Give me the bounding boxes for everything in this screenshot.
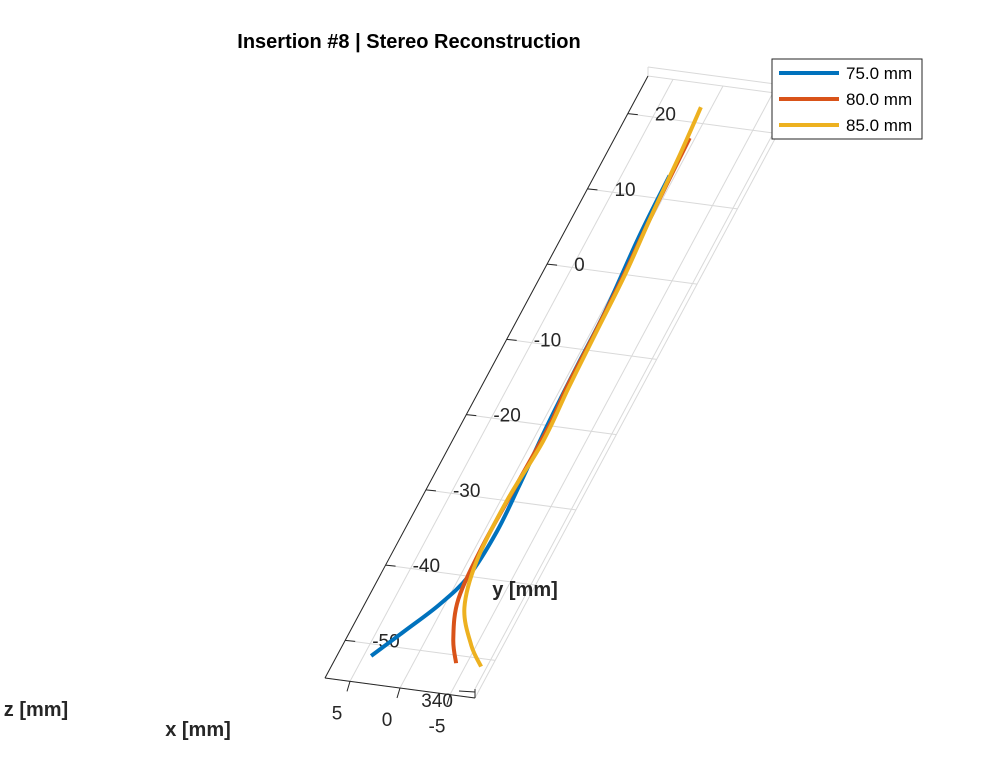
legend-label-2[interactable]: 80.0 mm (846, 90, 912, 109)
x-tick-mark (396, 687, 401, 699)
x-tick-label: 0 (382, 710, 393, 731)
z-axis-label: z [mm] (4, 699, 68, 721)
data-lines (369, 106, 703, 668)
series-line-3 (462, 106, 703, 668)
x-tick-label: -5 (429, 717, 446, 738)
y-tick-mark (466, 414, 477, 417)
y-tick-label: 20 (655, 105, 676, 126)
x-axis-label: x [mm] (165, 719, 231, 741)
y-tick-label: -30 (453, 481, 480, 502)
y-tick-mark (385, 564, 396, 567)
grid-line-x (399, 85, 724, 689)
y-tick-mark (345, 639, 356, 642)
x-tick-mark (446, 694, 451, 705)
y-tick-label: 0 (574, 255, 585, 276)
chart-title: Insertion #8 | Stereo Reconstruction (237, 31, 580, 53)
grid-line-x (449, 92, 774, 695)
y-tick-label: 10 (614, 180, 635, 201)
series-line-2 (451, 137, 692, 664)
z-tick-label: 340 (421, 691, 453, 712)
y-tick-mark (506, 338, 517, 341)
legend-label-3[interactable]: 85.0 mm (846, 116, 912, 135)
box-edge (474, 86, 799, 690)
y-tick-label: -20 (493, 406, 520, 427)
y-axis-line (324, 75, 649, 679)
y-axis-label: y [mm] (492, 579, 558, 601)
y-tick-mark (627, 113, 638, 116)
y-tick-label: -50 (372, 631, 399, 652)
grid-line-x (349, 79, 674, 682)
y-tick-label: -40 (413, 556, 440, 577)
y-tick-label: -10 (534, 330, 561, 351)
legend[interactable]: 75.0 mm 80.0 mm 85.0 mm (771, 58, 923, 140)
y-tick-mark (547, 263, 558, 266)
z-tick-mark (458, 690, 476, 693)
x-tick-label: 5 (332, 703, 343, 724)
axes-grid (324, 66, 799, 699)
legend-label-1[interactable]: 75.0 mm (846, 64, 912, 83)
y-tick-mark (425, 489, 436, 492)
x-tick-mark (346, 681, 351, 692)
y-tick-mark (587, 188, 598, 191)
